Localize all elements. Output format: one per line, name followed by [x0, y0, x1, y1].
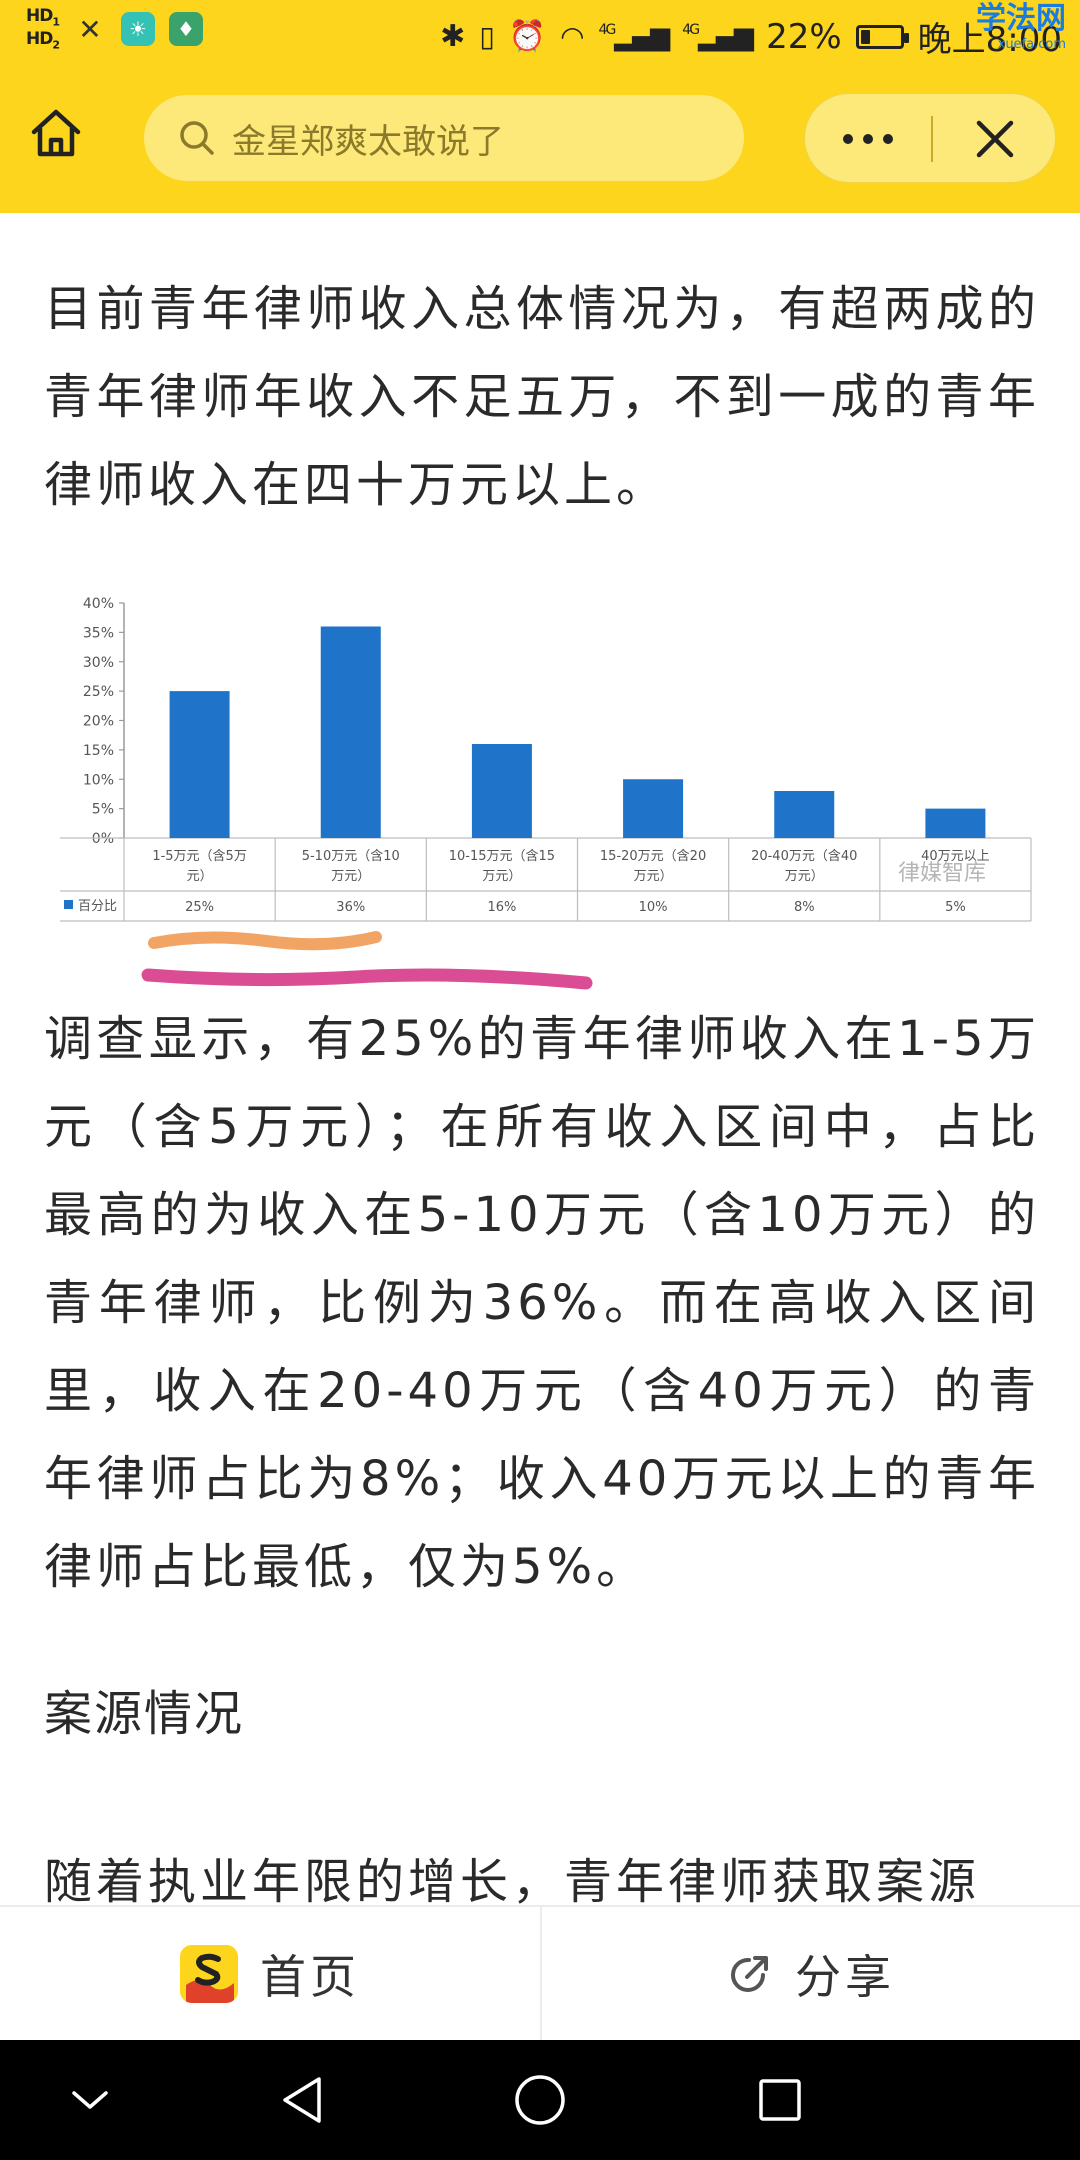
- chart-bar: [774, 791, 835, 838]
- mini-program-capsule: [804, 93, 1056, 183]
- chart-category-label-line2: 万元）: [634, 869, 673, 884]
- top-nav-bar: 金星郑爽太敢说了: [0, 75, 1080, 213]
- chart-legend-swatch: [64, 900, 73, 909]
- signal-2: 4G▂▄▆: [682, 21, 754, 52]
- nav-back-button[interactable]: [262, 2060, 342, 2140]
- chart-category-label: 5-10万元（含10: [302, 848, 400, 864]
- bottom-tab-bar: 首页 分享: [0, 1905, 1080, 2040]
- site-watermark: 学法网 xuefa.com: [976, 1, 1066, 52]
- article-paragraph-2: 调查显示，有25%的青年律师收入在1-5万元（含5万元）；在所有收入区间中，占比…: [44, 1011, 1040, 1595]
- chart-category-label-line2: 万元）: [331, 869, 370, 884]
- search-input[interactable]: 金星郑爽太敢说了: [144, 95, 744, 181]
- hd2-indicator: HD2: [26, 29, 60, 52]
- chart-category-label: 15-20万元（含20: [600, 848, 706, 864]
- chart-y-tick-label: 20%: [83, 714, 114, 730]
- more-dot: [843, 134, 853, 144]
- chart-y-tick-label: 0%: [92, 831, 114, 847]
- share-icon: [731, 1955, 768, 1992]
- close-button[interactable]: [933, 94, 1057, 184]
- battery-icon: [855, 24, 909, 49]
- battery-percent: 22%: [766, 16, 842, 57]
- signal-1: 4G▂▄▆: [598, 21, 671, 52]
- tab-home[interactable]: 首页: [0, 1907, 540, 2040]
- nav-collapse-button[interactable]: [50, 2060, 130, 2140]
- status-left: HD1 HD2 ✕ ☀ ♦: [26, 8, 203, 51]
- chart-y-tick-label: 5%: [92, 802, 114, 818]
- search-icon: [180, 121, 214, 155]
- wifi-icon: ◠: [560, 20, 585, 53]
- hd-indicators: HD1 HD2: [26, 6, 60, 52]
- nav-recents-button[interactable]: [740, 2060, 820, 2140]
- watermark-main: 学法网: [976, 1, 1066, 36]
- more-dot: [883, 134, 893, 144]
- status-right: ✱ ▯ ⏰ ◠ 4G▂▄▆ 4G▂▄▆ 22% 晚上8:00: [440, 12, 1062, 61]
- tab-share-label: 分享: [795, 1949, 895, 2004]
- nav-home-button[interactable]: [500, 2060, 580, 2140]
- chart-y-tick-label: 10%: [83, 772, 114, 788]
- lightbulb-app-icon: ☀: [121, 12, 155, 47]
- highlight-stroke-orange: [148, 931, 382, 951]
- chart-bar: [623, 779, 684, 838]
- article-paragraph-1: 目前青年律师收入总体情况为，有超两成的青年律师年收入不足五万，不到一成的青年律师…: [44, 281, 1040, 513]
- chart-watermark: 律媒智库: [898, 861, 986, 886]
- home-button[interactable]: [28, 105, 84, 161]
- chart-category-label-line2: 万元）: [482, 869, 521, 884]
- home-icon: [31, 109, 81, 157]
- app-logo-icon: [180, 1944, 238, 2003]
- chart-bar: [471, 744, 532, 838]
- chart-bar: [925, 808, 986, 838]
- status-bar: HD1 HD2 ✕ ☀ ♦ ✱ ▯ ⏰ ◠ 4G▂▄▆ 4G▂▄▆ 22% 晚上…: [0, 0, 1080, 75]
- clock: 晚上8:00: [917, 20, 1062, 60]
- chart-value-label: 8%: [794, 900, 815, 915]
- chart-value-label: 16%: [487, 900, 516, 915]
- tab-home-label: 首页: [260, 1949, 360, 2004]
- chart-value-label: 25%: [185, 900, 214, 915]
- bluetooth-icon: ✱: [440, 19, 466, 54]
- chart-category-label: 20-40万元（含40: [751, 848, 857, 864]
- highlight-stroke-pink: [141, 968, 593, 990]
- chart-y-tick-label: 15%: [83, 743, 114, 759]
- section-heading: 案源情况: [44, 1686, 245, 1742]
- chart-bar: [169, 691, 230, 838]
- home-circle-icon: [515, 2075, 565, 2125]
- watermark-sub: xuefa.com: [997, 37, 1066, 52]
- chart-category-label-line2: 万元）: [785, 869, 824, 884]
- chart-value-label: 36%: [336, 900, 365, 915]
- chart-y-tick-label: 25%: [83, 684, 114, 700]
- chart-legend-label: 百分比: [78, 899, 117, 914]
- chart-category-label: 1-5万元（含5万: [152, 848, 247, 864]
- vibrate-icon: ▯: [479, 20, 495, 53]
- recents-square-icon: [759, 2079, 801, 2121]
- capsule-divider: [931, 116, 933, 162]
- chart-category-label: 10-15万元（含15: [449, 848, 555, 864]
- chart-category-label: 40万元以上: [921, 849, 990, 864]
- more-dot: [863, 134, 873, 144]
- article-paragraph-3: 随着执业年限的增长，青年律师获取案源: [44, 1854, 981, 1910]
- missed-call-icon: ✕: [78, 12, 102, 46]
- chart-y-tick-label: 30%: [83, 655, 114, 671]
- tab-share[interactable]: 分享: [540, 1907, 1080, 2040]
- close-icon: [976, 120, 1014, 158]
- chart-value-label: 10%: [639, 900, 668, 915]
- chevron-down-icon: [72, 2091, 108, 2109]
- search-placeholder: 金星郑爽太敢说了: [232, 121, 504, 162]
- back-triangle-icon: [283, 2077, 321, 2123]
- chart-y-tick-label: 35%: [83, 625, 114, 641]
- shield-app-icon: ♦: [169, 12, 203, 47]
- chart-category-label-line2: 元）: [187, 869, 213, 884]
- hd1-indicator: HD1: [26, 6, 60, 29]
- chart-value-label: 5%: [945, 900, 966, 915]
- system-nav-bar: [0, 2040, 1080, 2160]
- chart-y-tick-label: 40%: [83, 596, 114, 612]
- more-button[interactable]: [805, 94, 931, 184]
- income-bar-chart: 0% 5% 10% 15% 20% 25% 30% 35% 40% 百分比 1-5万元（含5万元） 2…: [60, 596, 1032, 990]
- chart-bar: [320, 626, 381, 838]
- alarm-icon: ⏰: [508, 19, 547, 54]
